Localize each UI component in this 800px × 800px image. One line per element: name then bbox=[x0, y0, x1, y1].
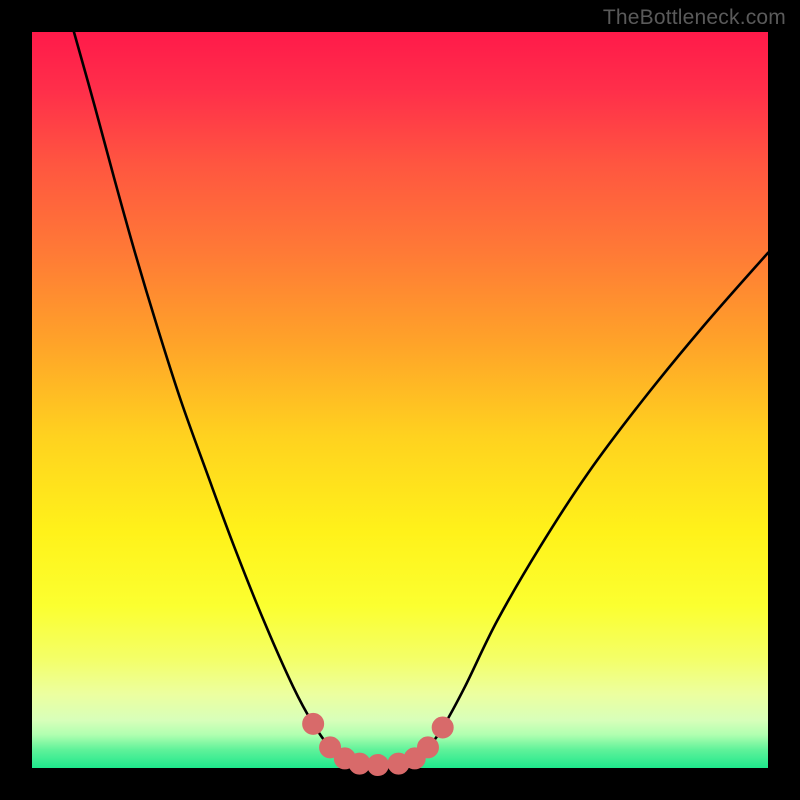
marker-point bbox=[303, 713, 324, 734]
watermark-text: TheBottleneck.com bbox=[603, 6, 786, 30]
marker-point bbox=[349, 753, 370, 774]
marker-point bbox=[417, 737, 438, 758]
plot-area bbox=[32, 32, 768, 768]
marker-point bbox=[367, 755, 388, 776]
curve-layer bbox=[32, 32, 768, 768]
curve-markers bbox=[303, 713, 454, 775]
marker-point bbox=[432, 717, 453, 738]
bottleneck-curve bbox=[74, 32, 768, 765]
